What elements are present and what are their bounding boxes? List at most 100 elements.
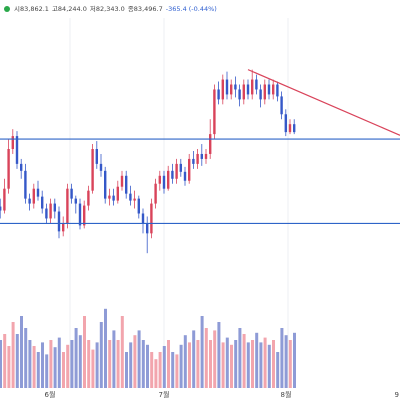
candle-body <box>267 84 271 95</box>
legend-close: 종83,496.7 <box>127 5 163 13</box>
volume-bar <box>158 352 162 388</box>
volume-bar <box>7 346 11 388</box>
x-tick-label: 7월 <box>159 390 170 399</box>
volume-bar <box>108 340 112 388</box>
candle-body <box>234 84 237 90</box>
candle-body <box>293 124 296 133</box>
candle-body <box>112 195 115 201</box>
volume-bar <box>217 322 221 388</box>
volume-bar <box>154 359 158 388</box>
volume-bar <box>141 340 145 388</box>
volume-bar <box>246 342 250 388</box>
candle-body <box>167 170 170 189</box>
volume-bar <box>24 328 28 388</box>
x-tick-label: 8월 <box>281 390 292 399</box>
volume-bar <box>225 337 229 388</box>
candle-body <box>20 163 23 171</box>
candle-body <box>24 170 27 199</box>
volume-bar <box>0 340 3 388</box>
volume-bar <box>221 342 225 388</box>
candle-body <box>108 195 111 199</box>
candle-body <box>209 134 212 154</box>
volume-bar <box>255 332 259 388</box>
candle-body <box>213 89 216 135</box>
volume-bar <box>137 330 141 388</box>
volume-bar <box>272 340 275 388</box>
volume-bar <box>259 342 263 388</box>
candle-body <box>196 153 199 164</box>
candle-body <box>7 149 10 189</box>
volume-bar <box>91 349 95 388</box>
candle-body <box>45 208 48 219</box>
volume-bar <box>53 347 57 388</box>
volume-bar <box>171 352 175 388</box>
volume-bar <box>213 330 217 388</box>
volume-bar <box>95 342 99 388</box>
volume-bar <box>263 337 267 388</box>
volume-bar <box>32 346 36 388</box>
candle-body <box>104 170 107 199</box>
candle-body <box>221 79 224 100</box>
candle-body <box>0 206 2 211</box>
volume-bar <box>62 352 65 388</box>
candle-body <box>255 79 258 90</box>
volume-bar <box>41 342 44 388</box>
candle-body <box>66 188 69 224</box>
x-tick-label: 6월 <box>45 390 56 399</box>
volume-bar <box>70 340 74 388</box>
candle-body <box>154 183 157 204</box>
volume-bar <box>276 352 280 388</box>
volume-bar <box>36 352 40 388</box>
candle-body <box>57 211 61 232</box>
volume-bar <box>183 335 187 388</box>
candle-body <box>263 84 266 100</box>
volume-bar <box>57 337 61 388</box>
candle-body <box>246 84 250 95</box>
volume-bar <box>104 308 107 388</box>
x-tick-label: 9 <box>395 391 399 399</box>
candle-body <box>225 79 229 95</box>
volume-bar <box>209 340 212 388</box>
volume-bar <box>293 332 296 388</box>
volume-bar <box>179 344 183 388</box>
volume-bar <box>87 340 91 388</box>
candle-body <box>204 153 208 159</box>
volume-bar <box>129 342 133 388</box>
candle-body <box>120 175 124 187</box>
candle-body <box>141 213 145 224</box>
volume-bar <box>288 340 292 388</box>
trend-line <box>247 69 400 136</box>
candle-body <box>125 175 128 194</box>
volume-bar <box>11 322 15 388</box>
candle-body <box>171 170 174 179</box>
candle-body <box>36 188 40 197</box>
candle-body <box>150 203 153 234</box>
candle-body <box>200 153 203 159</box>
volume-bar <box>204 328 208 388</box>
candle-body <box>83 205 86 226</box>
volume-bar <box>234 340 238 388</box>
volume-bar <box>162 346 166 388</box>
candle-body <box>129 193 132 201</box>
volume-bar <box>3 334 7 388</box>
candle-body <box>53 203 56 212</box>
volume-bar <box>74 328 78 388</box>
candle-body <box>288 124 292 133</box>
candle-body <box>158 175 161 184</box>
volume-bar <box>15 334 19 388</box>
volume-bar <box>167 340 170 388</box>
candle-body <box>87 190 90 206</box>
candle-body <box>280 96 283 115</box>
volume-bar <box>28 340 32 388</box>
volume-bar <box>78 335 82 388</box>
volume-bar <box>133 335 137 388</box>
volume-bar <box>66 344 70 388</box>
volume-bar <box>230 344 233 388</box>
volume-bar <box>192 330 196 388</box>
candle-body <box>49 203 52 219</box>
candle-body <box>146 223 149 234</box>
candle-body <box>15 136 19 164</box>
candle-body <box>238 89 241 100</box>
